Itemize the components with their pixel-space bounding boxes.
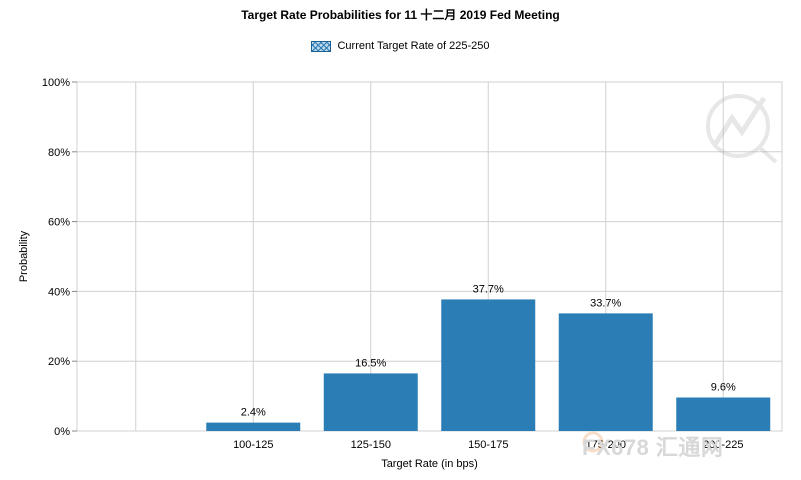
- grid-layer: [76, 81, 783, 432]
- data-label: 2.4%: [241, 407, 266, 419]
- x-tick-label: 150-175: [468, 439, 508, 451]
- data-label: 16.5%: [355, 357, 386, 369]
- y-tick-label: 60%: [48, 217, 70, 229]
- plot-frame: [76, 81, 783, 432]
- y-axis-label: Probability: [18, 230, 30, 282]
- legend-label: Current Target Rate of 225-250: [337, 40, 490, 53]
- axis-layer: 0% 20% 40% 60% 80% 100% 100-125 125-150 150-175 1…: [18, 77, 743, 470]
- data-label: 37.7%: [473, 283, 504, 295]
- bar-175-200[interactable]: [558, 313, 653, 431]
- y-tick-label: 0%: [54, 426, 70, 438]
- x-tick-label: 200-225: [703, 439, 743, 451]
- x-tick-label: 175-200: [586, 439, 626, 451]
- bar-150-175[interactable]: [441, 299, 536, 431]
- bar-layer: [206, 299, 771, 431]
- x-axis-label: Target Rate (in bps): [381, 458, 478, 470]
- legend-swatch-icon: [311, 40, 332, 52]
- y-tick-label: 80%: [48, 147, 70, 159]
- data-label: 9.6%: [711, 381, 736, 393]
- bar-200-225[interactable]: [676, 397, 771, 431]
- x-tick-label: 100-125: [233, 439, 273, 451]
- y-tick-label: 40%: [48, 286, 70, 298]
- label-layer: 2.4% 16.5% 37.7% 33.7% 9.6%: [241, 283, 736, 418]
- bar-125-150[interactable]: [323, 373, 418, 431]
- watermark-text: FX678 汇通网: [582, 435, 724, 460]
- legend[interactable]: Current Target Rate of 225-250: [0, 40, 801, 52]
- chart-title: Target Rate Probabilities for 11 十二月 201…: [241, 8, 560, 22]
- y-tick-label: 100%: [42, 77, 70, 89]
- data-label: 33.7%: [590, 297, 621, 309]
- x-tick-label: 125-150: [351, 439, 391, 451]
- bar-100-125[interactable]: [206, 422, 301, 431]
- y-tick-label: 20%: [48, 356, 70, 368]
